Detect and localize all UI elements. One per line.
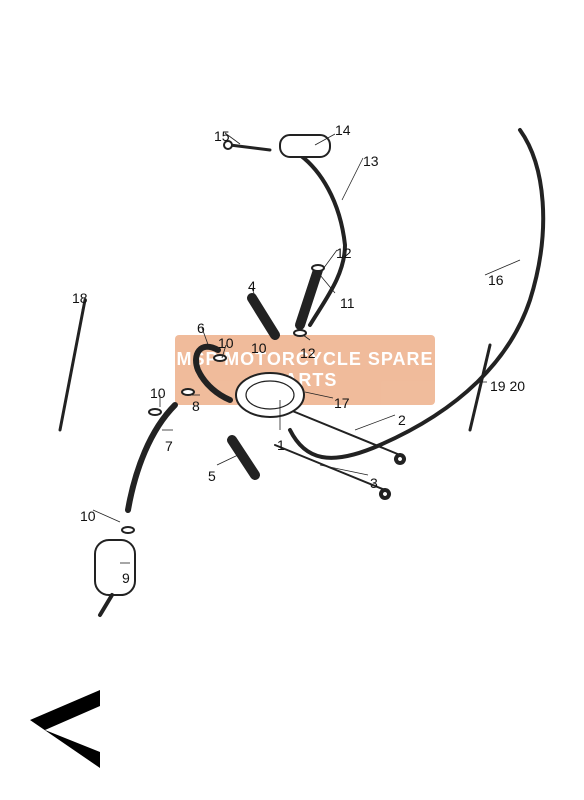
callout-number: 10 — [251, 340, 267, 356]
callout-number: 10 — [218, 335, 234, 351]
shape-screw15 — [230, 145, 270, 150]
callout-number: 15 — [214, 128, 230, 144]
diagram-stage: MSP MOTORCYCLE SPARE PARTS 1234567891010… — [0, 0, 584, 800]
callout-number: 19 20 — [490, 378, 525, 394]
part-hose6 — [196, 347, 230, 400]
callout-number: 17 — [334, 395, 350, 411]
part-hose5 — [232, 440, 255, 475]
callout-number: 5 — [208, 468, 216, 484]
callout-number: 9 — [122, 570, 130, 586]
callout-number: 12 — [336, 245, 352, 261]
callout-number: 2 — [398, 412, 406, 428]
part-bolt3h — [381, 490, 389, 498]
shape-oring10d — [122, 527, 134, 533]
leader-line — [342, 158, 363, 200]
callout-number: 10 — [80, 508, 96, 524]
shape-oring12b — [294, 330, 306, 336]
callout-number: 3 — [370, 475, 378, 491]
shape-oring10a — [214, 355, 226, 361]
callout-number: 13 — [363, 153, 379, 169]
orientation-arrow — [30, 690, 100, 768]
part-clamp18 — [60, 300, 85, 430]
shape-oring10c — [149, 409, 161, 415]
shape-filter9 — [95, 540, 135, 595]
shape-oring10b — [182, 389, 194, 395]
callout-number: 12 — [300, 345, 316, 361]
callout-number: 8 — [192, 398, 200, 414]
callout-number: 7 — [165, 438, 173, 454]
callout-number: 1 — [277, 437, 285, 453]
callout-number: 4 — [248, 278, 256, 294]
part-hose4 — [252, 298, 275, 335]
callout-number: 16 — [488, 272, 504, 288]
shape-body1b — [246, 381, 294, 409]
leader-line — [305, 392, 333, 398]
callout-number: 18 — [72, 290, 88, 306]
callout-number: 10 — [150, 385, 166, 401]
exploded-diagram-svg — [0, 0, 584, 800]
part-hose7 — [128, 405, 175, 510]
shape-filter9n — [100, 595, 112, 615]
callout-number: 6 — [197, 320, 205, 336]
leader-line — [93, 510, 120, 522]
shape-flange14 — [280, 135, 330, 157]
callout-number: 14 — [335, 122, 351, 138]
leader-line — [217, 455, 238, 465]
callout-number: 11 — [340, 295, 355, 311]
part-bolt2h — [396, 455, 404, 463]
leader-line — [355, 415, 395, 430]
leader-line — [303, 335, 310, 340]
